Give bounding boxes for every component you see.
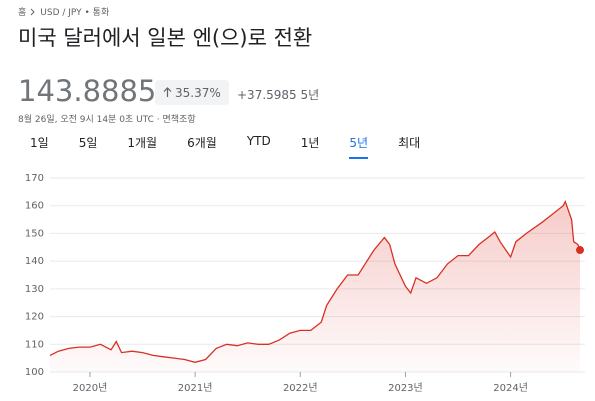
range-tab[interactable]: 5년 [349,134,369,159]
range-tab[interactable]: 1년 [300,136,320,150]
change-abs: +37.5985 [237,88,297,102]
price-line [49,199,581,363]
breadcrumb-item[interactable]: USD / JPY • 통화 [40,8,110,18]
x-tick-label: 2022년 [283,382,318,394]
y-tick-label: 150 [25,228,44,239]
range-tab[interactable]: 최대 [398,136,421,150]
area [50,201,580,372]
range-tab[interactable]: 1개월 [127,136,158,150]
x-tick-label: 2020년 [73,382,108,394]
change-period: 5년 [300,88,320,102]
price: 143.8885 [18,74,157,108]
title: 미국 달러에서 일본 엔(으)로 전환 [18,26,313,50]
range-tab[interactable]: 5일 [78,136,98,150]
y-tick-label: 170 [25,173,44,184]
range-tab[interactable]: 6개월 [187,136,217,150]
y-tick-label: 140 [25,256,44,267]
range-tabs: 1일 5일 1개월 6개월 YTD 1년 5년 최대 [30,134,450,159]
breadcrumb: 홈 USD / JPY • 통화 [18,5,109,18]
breadcrumb-home[interactable]: 홈 [18,8,27,18]
x-tick-label: 2023년 [388,382,423,394]
change-pill: 35.37% [155,80,229,105]
y-tick-label: 160 [25,201,44,212]
change-percent: 35.37% [175,85,221,100]
x-tick-label: 2021년 [178,382,213,394]
current-dot [576,246,584,255]
timestamp: 8월 26일, 오전 9시 14분 0초 UTC · 면책조항 [18,115,196,125]
chevron [30,8,35,15]
x-tick-label: 2024년 [493,382,528,394]
y-tick-label: 120 [25,312,44,323]
chart: 100 110 120 130 140 150 160 170 2020년 2021년 2022년 2… [25,173,585,394]
change: +37.5985 5년 [237,86,319,103]
y-tick-label: 110 [25,339,44,350]
up-arrow [163,87,172,97]
y-tick-label: 130 [25,284,44,295]
range-tab[interactable]: YTD [246,134,271,148]
range-tab[interactable]: 1일 [30,136,49,150]
y-tick-label: 100 [25,367,44,378]
